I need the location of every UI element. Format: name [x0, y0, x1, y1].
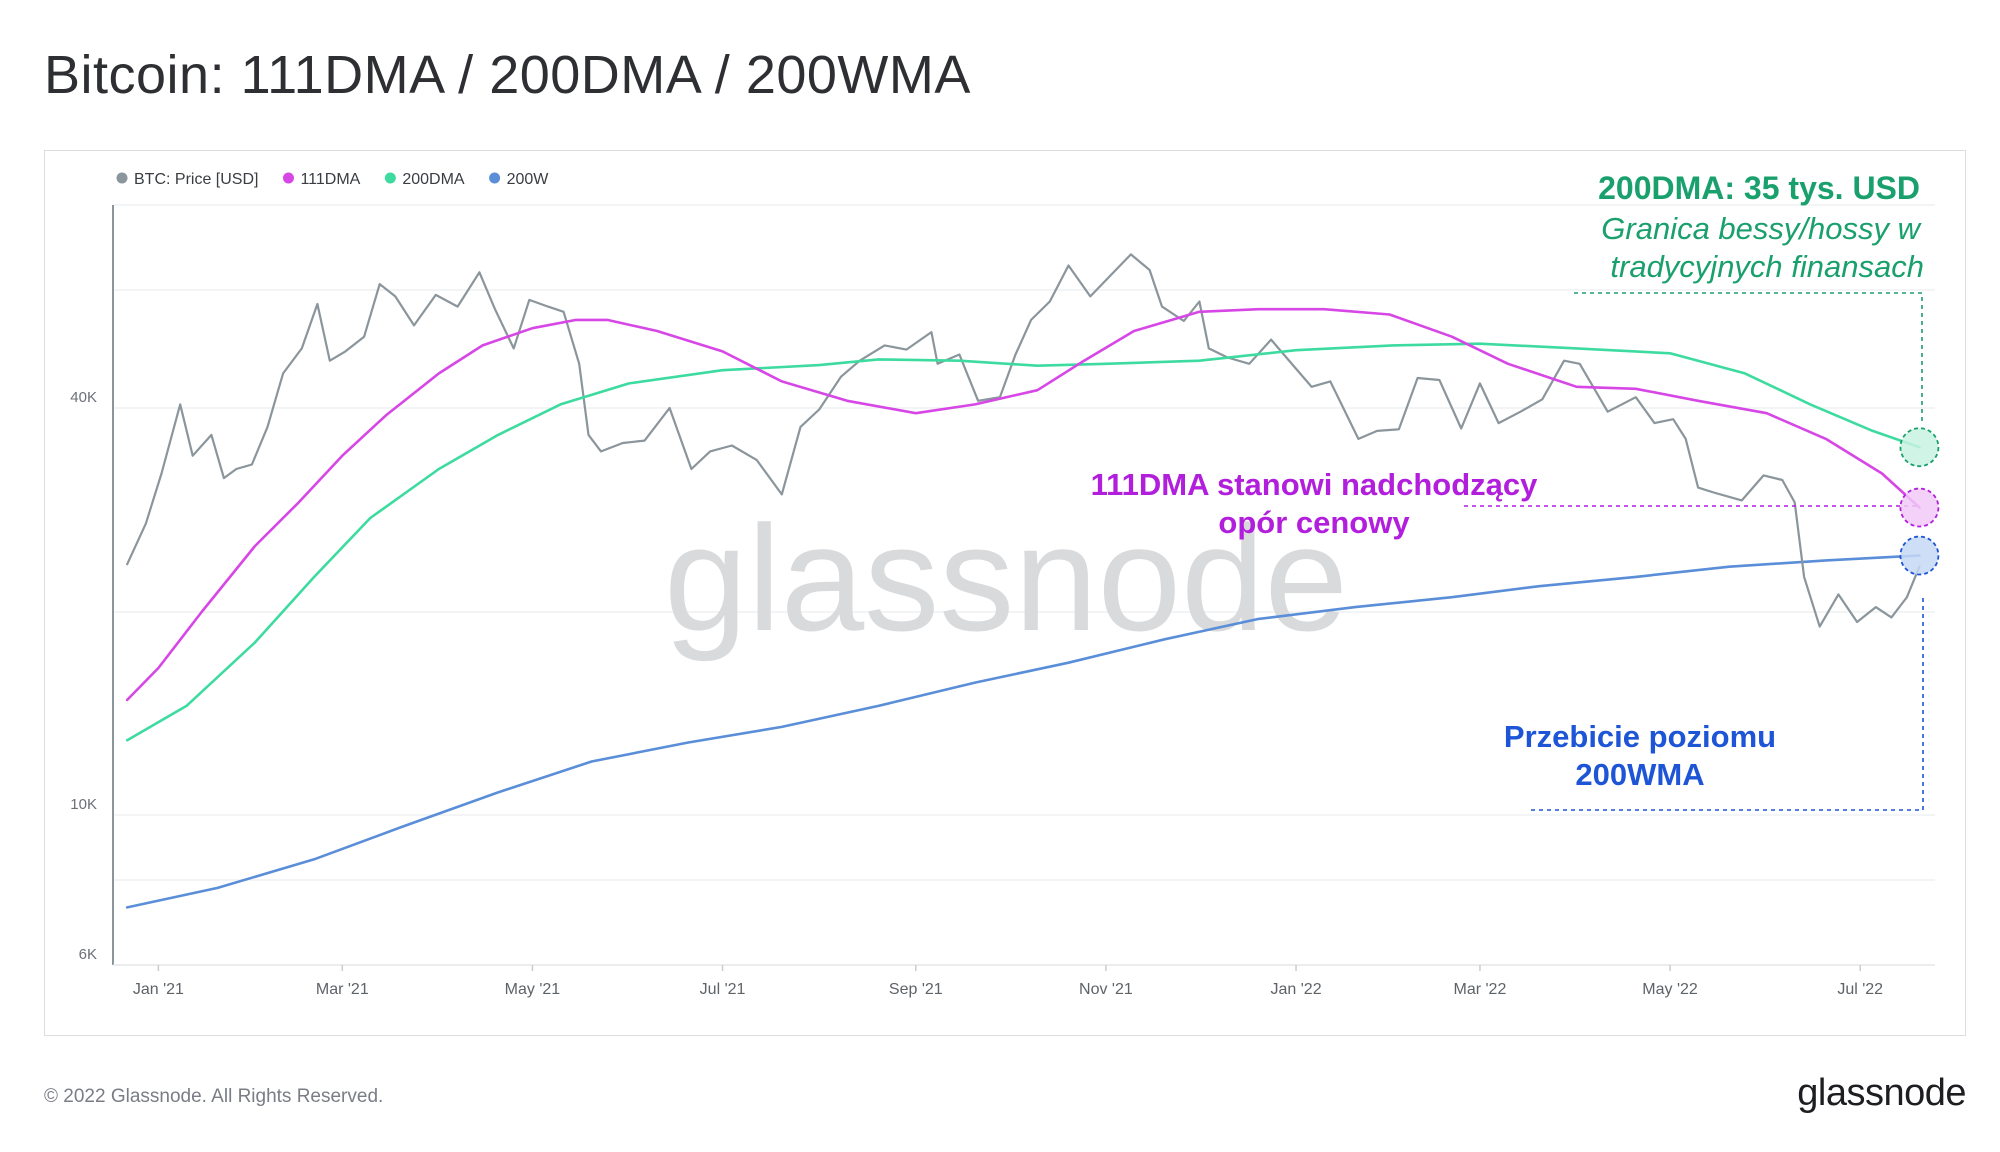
annotation-200dma-title: 200DMA: 35 tys. USD [1598, 170, 1920, 206]
annotation-200dma-sub1: Granica bessy/hossy w [1601, 211, 1922, 246]
watermark: glassnode [664, 494, 1348, 662]
legend-label: 200W [507, 171, 550, 188]
page-title: Bitcoin: 111DMA / 200DMA / 200WMA [44, 45, 971, 105]
series-line-111dma [125, 307, 1921, 702]
x-tick-label: Jan '21 [133, 981, 184, 998]
annotation-200wma-line1: Przebicie poziomu [1504, 719, 1776, 754]
marker-111dma [1899, 487, 1940, 528]
guide-200wma [1530, 598, 1924, 811]
marker-200dma [1899, 427, 1940, 468]
guide-layer [1464, 292, 1940, 811]
axis-layer: 6K 10K 40K Jan '21 Mar '21 May '21 Jul '21 Sep … [70, 205, 1935, 998]
annotation-200dma-sub2: tradycyjnych finansach [1610, 249, 1924, 284]
brand-logo: glassnode [1797, 1072, 1966, 1114]
x-tick-label: Jan '22 [1271, 981, 1322, 998]
legend-item[interactable]: 200DMA [384, 171, 465, 188]
x-tick-label: May '22 [1642, 981, 1698, 998]
annotation-111dma-line1: 111DMA stanowi nadchodzący [1091, 467, 1539, 502]
legend-label: 111DMA [300, 171, 360, 188]
chart-frame [44, 150, 1966, 1036]
grid-layer [113, 204, 1935, 881]
legend-swatch [384, 172, 396, 184]
y-tick-label: 40K [70, 389, 97, 406]
legend-label: 200DMA [402, 171, 465, 188]
legend-swatch [282, 172, 294, 184]
x-tick-label: Nov '21 [1079, 981, 1133, 998]
legend-item[interactable]: 111DMA [282, 171, 361, 188]
x-tick-label: May '21 [505, 981, 561, 998]
series-line-200w [125, 554, 1921, 909]
y-tick-label: 10K [70, 796, 97, 813]
legend: BTC: Price [USD] 111DMA 200DMA 200W [116, 171, 549, 188]
x-tick-label: Mar '21 [316, 981, 369, 998]
legend-item[interactable]: 200W [489, 171, 549, 188]
legend-swatch [489, 172, 501, 184]
y-tick-label: 6K [79, 946, 97, 963]
annotation-111dma-line2: opór cenowy [1218, 505, 1410, 540]
annotation-200wma-line2: 200WMA [1575, 757, 1704, 792]
legend-item[interactable]: BTC: Price [USD] [116, 171, 259, 188]
legend-swatch [116, 172, 128, 184]
x-tick-label: Jul '21 [700, 981, 746, 998]
series-layer [125, 253, 1921, 909]
series-line-btc-price-usd- [126, 253, 1921, 628]
marker-200wma [1899, 535, 1940, 576]
x-tick-label: Sep '21 [889, 981, 943, 998]
x-tick-label: Jul '22 [1837, 981, 1883, 998]
guide-200dma [1574, 292, 1923, 425]
legend-label: BTC: Price [USD] [134, 171, 258, 188]
copyright-notice: © 2022 Glassnode. All Rights Reserved. [44, 1086, 384, 1107]
series-line-200dma [125, 342, 1921, 742]
x-tick-label: Mar '22 [1454, 981, 1507, 998]
